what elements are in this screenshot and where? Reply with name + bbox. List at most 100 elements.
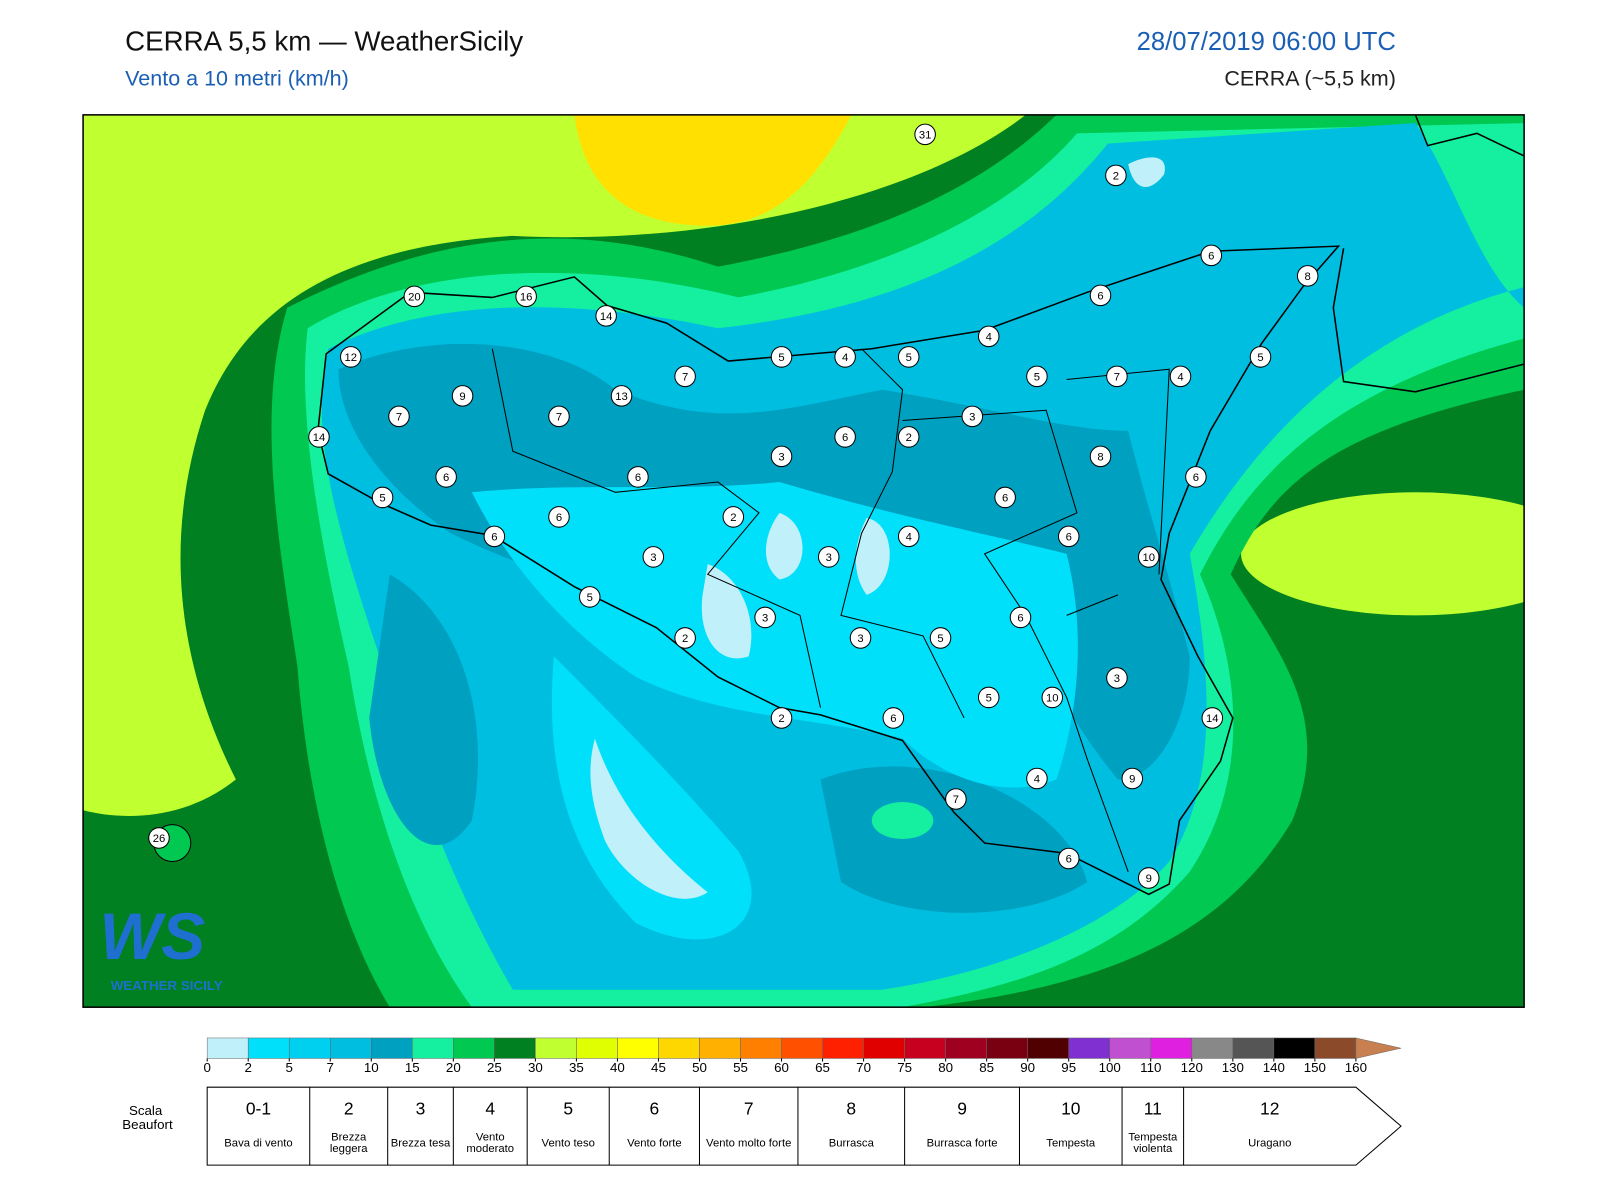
colorbar-box — [412, 1037, 454, 1059]
beaufort-name: Brezza tesa — [390, 1136, 451, 1150]
station-marker — [1026, 767, 1048, 790]
station-marker — [1249, 346, 1272, 368]
station-marker — [595, 305, 617, 327]
station-marker — [548, 506, 570, 528]
beaufort-force: 12 — [1260, 1098, 1279, 1118]
station-value: 4 — [842, 352, 848, 364]
station-marker — [1089, 284, 1112, 307]
colorbar-tick-label: 35 — [569, 1060, 584, 1075]
colorbar-tick-label: 140 — [1263, 1060, 1285, 1075]
station-value: 3 — [1114, 673, 1120, 685]
beaufort-name: Bava di vento — [224, 1136, 293, 1150]
station-value: 5 — [906, 352, 912, 364]
station-value: 6 — [1193, 472, 1199, 484]
station-value: 31 — [919, 129, 932, 141]
station-marker — [674, 627, 696, 649]
contour — [83, 114, 1026, 816]
beaufort-desc-box: Vento moderato — [466, 1132, 514, 1155]
beaufort-force: 6 — [650, 1098, 660, 1118]
station-value: 14 — [313, 432, 326, 444]
contour — [338, 343, 1190, 913]
station-value: 6 — [556, 512, 562, 524]
station-value: 10 — [1142, 552, 1155, 564]
colorbar-box — [1191, 1037, 1234, 1059]
station-value: 6 — [842, 432, 848, 444]
station-value: 4 — [986, 331, 992, 343]
colorbar-tick-label: 130 — [1222, 1060, 1244, 1075]
colorbar-box — [1068, 1037, 1110, 1059]
station-value: 7 — [396, 411, 402, 423]
logo: WS WEATHER SICILY — [99, 900, 222, 993]
colorbar-box — [617, 1037, 659, 1059]
station-value: 5 — [1034, 371, 1040, 383]
beaufort-desc-box: Tempesta violenta — [1128, 1132, 1177, 1155]
station-value: 7 — [1114, 371, 1120, 383]
station-marker — [834, 426, 856, 448]
station-marker — [897, 346, 920, 368]
colorbar-box — [329, 1037, 372, 1059]
station-marker — [722, 506, 745, 528]
beaufort-force: 4 — [485, 1098, 495, 1118]
beaufort-desc-box: Burrasca forte — [927, 1137, 998, 1148]
beaufort-name: Vento teso — [541, 1136, 595, 1150]
model: CERRA (~5,5 km) — [1224, 67, 1396, 91]
colorbar-box — [740, 1037, 782, 1059]
station-value: 14 — [1206, 713, 1219, 725]
station-value: 3 — [857, 633, 863, 645]
station-marker — [148, 827, 170, 849]
station-marker — [834, 346, 856, 368]
date: 28/07/2019 06:00 UTC — [1137, 28, 1396, 56]
colorbar-box — [206, 1037, 249, 1059]
station-value: 9 — [459, 391, 465, 403]
beaufort-force: 10 — [1061, 1098, 1081, 1118]
logo-mark: WS — [99, 900, 205, 973]
station-value: 8 — [1305, 271, 1311, 283]
station-marker — [1089, 445, 1112, 468]
station-marker — [897, 426, 920, 448]
station-marker — [897, 525, 920, 548]
station-marker — [1137, 546, 1160, 568]
beaufort-label: Scala Beaufort — [119, 1102, 173, 1131]
colorbar-tick-label: 85 — [979, 1060, 994, 1075]
station-value: 5 — [986, 692, 992, 704]
beaufort-desc-box: Vento teso — [541, 1136, 595, 1150]
station-value: 6 — [1017, 612, 1023, 624]
colorbar-box — [945, 1037, 987, 1059]
station-value: 5 — [778, 352, 784, 364]
station-value: 5 — [587, 592, 593, 604]
colorbar-tick-label: 50 — [692, 1060, 707, 1075]
station-marker — [578, 586, 601, 608]
beaufort-scale: Scala Beaufort 0-1 Bava di vento 2 Brezza l… — [119, 1086, 1402, 1166]
colorbar-box — [1027, 1037, 1069, 1059]
colorbar-tick-label: 60 — [774, 1060, 789, 1075]
station-marker — [914, 123, 936, 146]
station-marker — [1106, 365, 1128, 388]
beaufort-desc-box: Uragano — [1248, 1137, 1291, 1148]
station-value: 20 — [408, 291, 421, 303]
station-value: 6 — [443, 472, 449, 484]
station-marker — [1026, 365, 1048, 388]
colorbar-box — [247, 1037, 290, 1059]
station-marker — [403, 285, 426, 308]
station-value: 13 — [615, 391, 628, 403]
beaufort-force: 11 — [1144, 1098, 1162, 1118]
station-marker — [1041, 686, 1064, 709]
station-value: 26 — [153, 833, 166, 845]
subtitle: Vento a 10 metri (km/h) — [125, 67, 349, 91]
station-value: 6 — [635, 472, 641, 484]
colorbar-box — [535, 1037, 577, 1059]
station-value: 3 — [826, 552, 832, 564]
colorbar-tick-label: 45 — [651, 1060, 666, 1075]
station-marker — [945, 788, 967, 810]
station-marker — [1185, 466, 1207, 488]
station-marker — [339, 346, 362, 368]
colorbar-tick-label: 5 — [286, 1060, 293, 1075]
station-marker — [642, 546, 665, 568]
beaufort-name: Vento forte — [627, 1136, 682, 1150]
beaufort-force: 5 — [563, 1098, 573, 1118]
colorbar-tick-label: 90 — [1020, 1060, 1035, 1075]
beaufort-force: 2 — [344, 1098, 354, 1118]
station-marker — [754, 606, 776, 629]
